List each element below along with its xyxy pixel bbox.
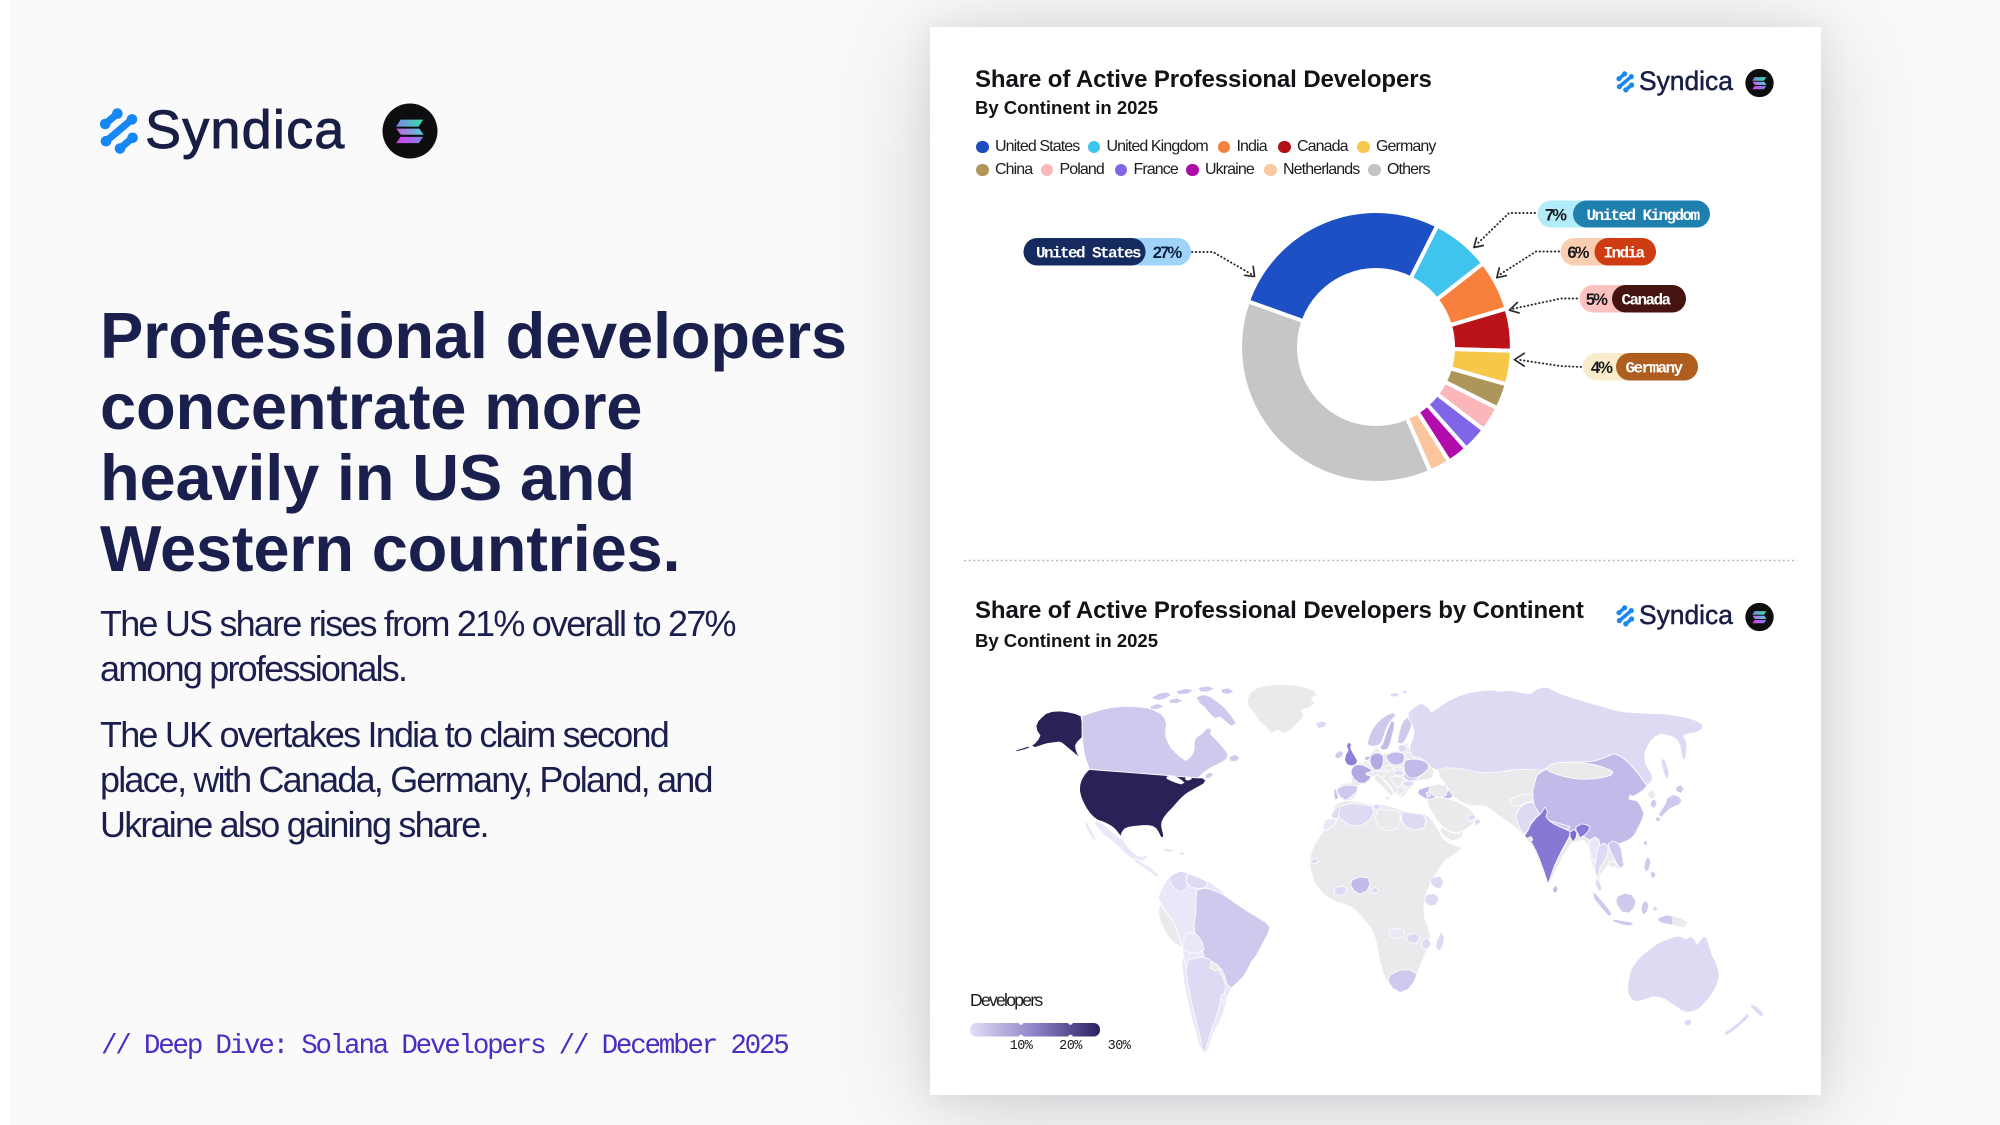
svg-text:India: India xyxy=(1604,245,1646,263)
svg-text:6%: 6% xyxy=(1567,244,1589,262)
svg-text:27%: 27% xyxy=(1153,244,1183,262)
svg-text:Germany: Germany xyxy=(1626,360,1684,378)
svg-text:Syndica: Syndica xyxy=(1639,66,1733,96)
svg-text:5%: 5% xyxy=(1586,291,1608,309)
svg-text:7%: 7% xyxy=(1545,207,1567,225)
svg-text:United Kingdom: United Kingdom xyxy=(1587,207,1701,225)
svg-text:20%: 20% xyxy=(1059,1039,1083,1054)
svg-text:Canada: Canada xyxy=(1622,292,1672,310)
svg-text:10%: 10% xyxy=(1010,1039,1034,1054)
svg-text:United States: United States xyxy=(1036,245,1141,263)
svg-text:30%: 30% xyxy=(1108,1039,1132,1054)
svg-text:4%: 4% xyxy=(1591,359,1613,377)
svg-text:Syndica: Syndica xyxy=(145,104,346,160)
